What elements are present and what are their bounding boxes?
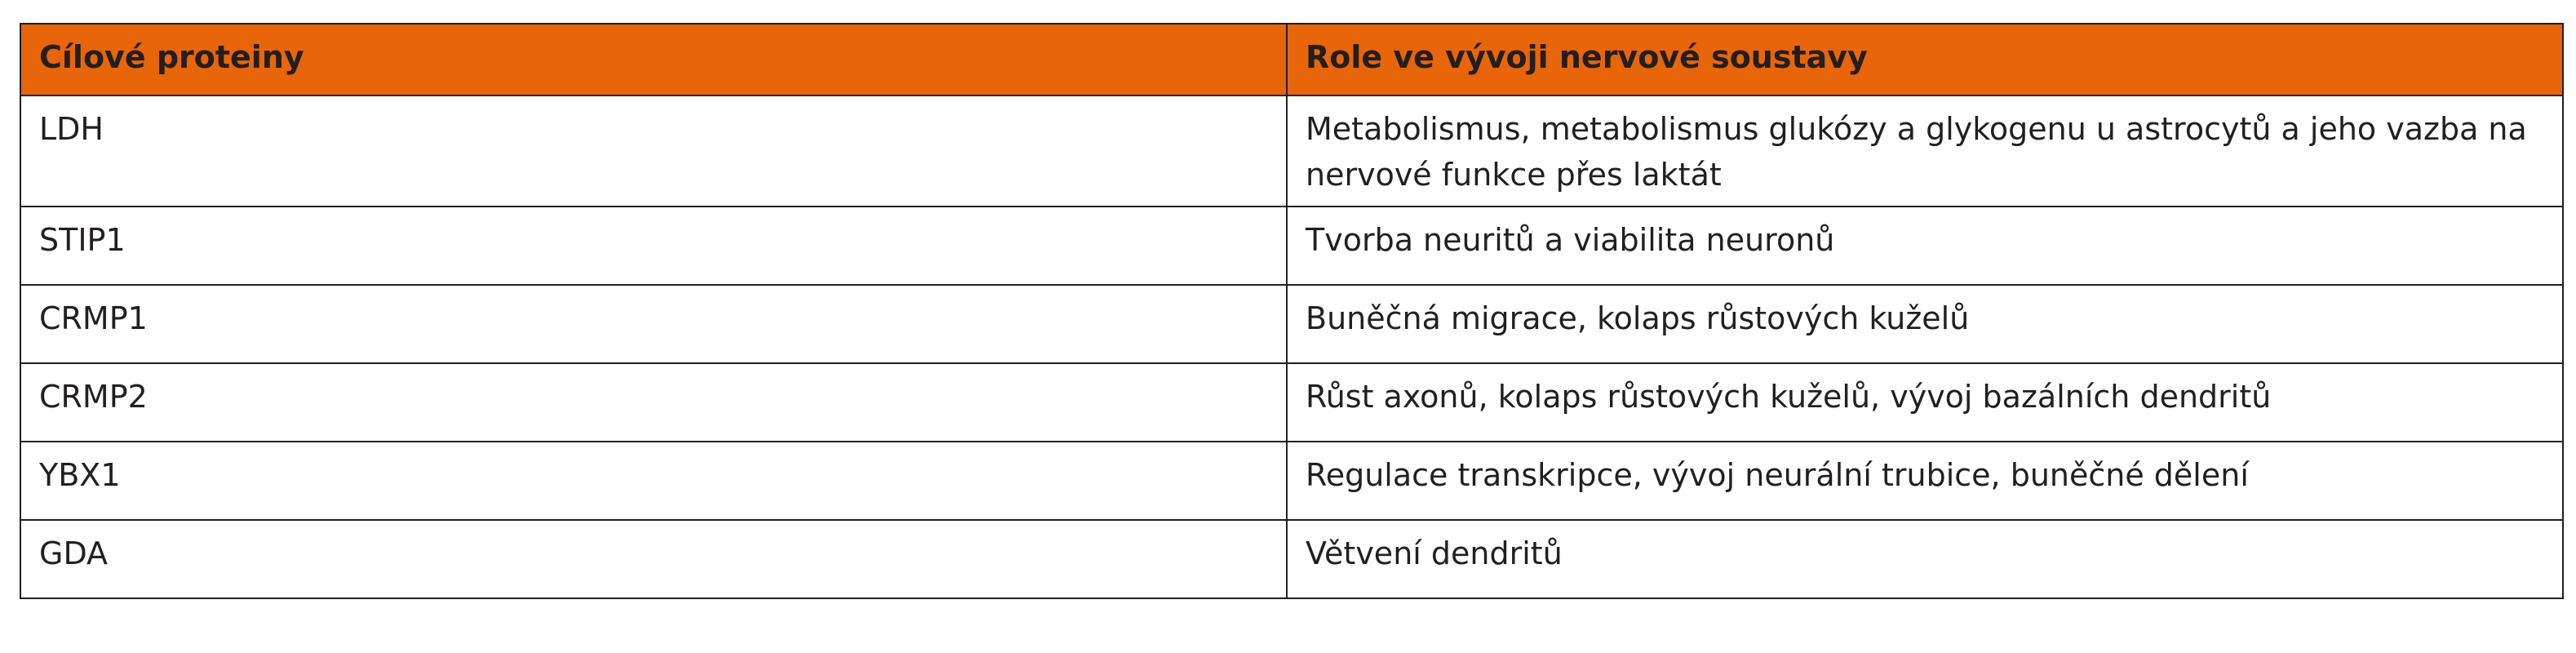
- table-body: LDH Metabolismus, metabolismus glukózy a …: [20, 95, 2564, 599]
- table-header: Cílové proteiny Role ve vývoji nervové so…: [20, 23, 2564, 96]
- role-cell: Regulace transkripce, vývoj neurální tru…: [1286, 441, 2564, 521]
- role-cell: Větvení dendritů: [1286, 519, 2564, 599]
- table-row: LDH Metabolismus, metabolismus glukózy a …: [20, 95, 2564, 207]
- protein-cell: STIP1: [20, 206, 1288, 286]
- protein-table: Cílové proteiny Role ve vývoji nervové so…: [20, 23, 2564, 599]
- protein-cell: GDA: [20, 519, 1288, 599]
- role-cell: Metabolismus, metabolismus glukózy a gly…: [1286, 95, 2564, 207]
- role-cell: Tvorba neuritů a viabilita neuronů: [1286, 206, 2564, 286]
- column-header: Cílové proteiny: [20, 23, 1288, 96]
- role-cell: Růst axonů, kolaps růstových kuželů, výv…: [1286, 362, 2564, 442]
- header-row: Cílové proteiny Role ve vývoji nervové so…: [20, 23, 2564, 96]
- table-row: YBX1 Regulace transkripce, vývoj neurální…: [20, 441, 2564, 521]
- table-row: CRMP2 Růst axonů, kolaps růstových kuželů…: [20, 362, 2564, 442]
- role-cell: Buněčná migrace, kolaps růstových kuželů: [1286, 284, 2564, 364]
- protein-cell: CRMP2: [20, 362, 1288, 442]
- protein-cell: CRMP1: [20, 284, 1288, 364]
- table-row: STIP1 Tvorba neuritů a viabilita neuronů: [20, 206, 2564, 286]
- column-header: Role ve vývoji nervové soustavy: [1286, 23, 2564, 96]
- protein-cell: LDH: [20, 95, 1288, 207]
- table-container: Cílové proteiny Role ve vývoji nervové so…: [20, 23, 2564, 599]
- table-row: CRMP1 Buněčná migrace, kolaps růstových k…: [20, 284, 2564, 364]
- table-row: GDA Větvení dendritů: [20, 519, 2564, 599]
- protein-cell: YBX1: [20, 441, 1288, 521]
